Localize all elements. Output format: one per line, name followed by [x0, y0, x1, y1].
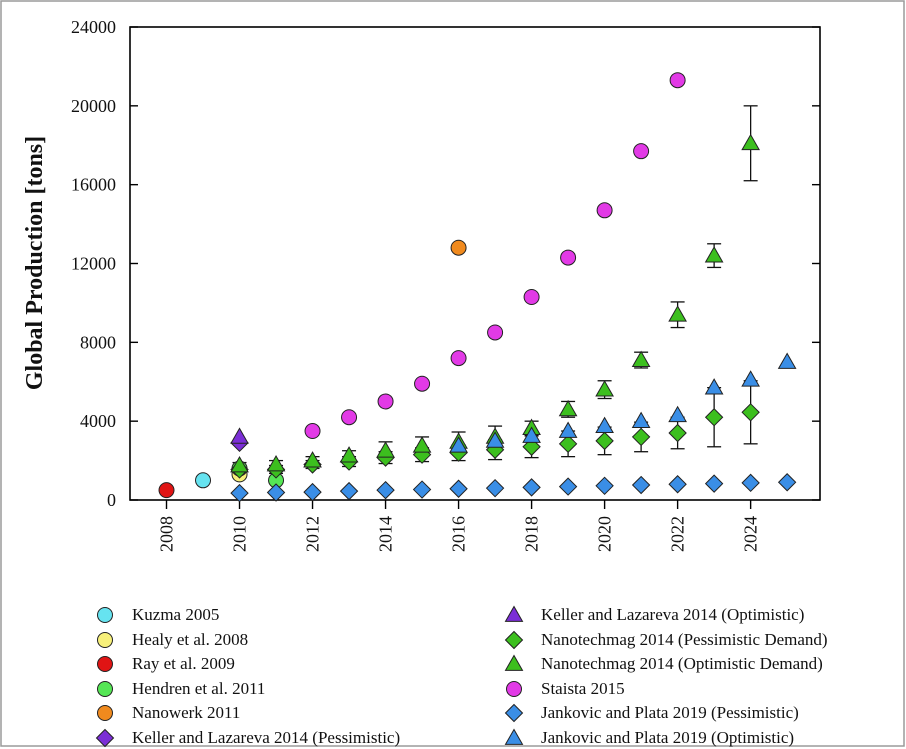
- x-tick-label: 2022: [668, 516, 688, 552]
- data-point: [158, 482, 175, 499]
- data-point: [704, 378, 724, 395]
- data-point: [741, 370, 760, 387]
- y-tick-label: 8000: [80, 332, 116, 352]
- data-point: [377, 393, 394, 410]
- data-point: [339, 481, 359, 501]
- data-point: [558, 434, 578, 454]
- data-point: [414, 375, 431, 392]
- y-tick-label: 20000: [71, 96, 116, 116]
- data-point: [704, 408, 724, 427]
- data-point: [633, 143, 650, 160]
- data-point: [230, 483, 249, 503]
- data-point: [412, 480, 432, 499]
- data-point: [412, 436, 432, 453]
- data-point: [741, 133, 760, 151]
- data-point: [523, 289, 540, 306]
- data-point: [487, 324, 504, 341]
- y-tick-label: 12000: [71, 254, 116, 274]
- data-point: [668, 405, 687, 423]
- x-tick-label: 2018: [522, 516, 542, 552]
- data-point: [303, 451, 322, 468]
- data-point: [450, 350, 467, 367]
- data-point: [595, 476, 614, 496]
- data-point: [266, 455, 286, 472]
- data-point: [595, 380, 614, 397]
- data-point: [522, 478, 541, 497]
- data-point: [449, 436, 468, 453]
- data-point: [741, 403, 760, 422]
- x-tick-label: 2008: [157, 516, 177, 552]
- data-point: [303, 482, 322, 502]
- data-point: [741, 473, 760, 493]
- data-point: [777, 352, 797, 369]
- data-point: [704, 474, 724, 493]
- y-tick-label: 0: [107, 490, 116, 510]
- y-tick-label: 16000: [71, 175, 116, 195]
- data-point: [668, 423, 687, 443]
- y-tick-label: 4000: [80, 411, 116, 431]
- data-point: [704, 246, 724, 263]
- data-point: [339, 446, 359, 463]
- data-point: [595, 431, 614, 451]
- x-tick-label: 2016: [449, 516, 469, 552]
- data-point: [560, 249, 577, 266]
- data-point: [631, 475, 651, 495]
- data-point: [449, 479, 468, 498]
- x-tick-label: 2024: [741, 516, 761, 552]
- x-tick-label: 2010: [230, 516, 250, 552]
- data-point: [304, 423, 321, 440]
- data-point: [485, 431, 505, 448]
- x-tick-label: 2012: [303, 516, 323, 552]
- data-point: [777, 473, 797, 492]
- x-tick-label: 2014: [376, 516, 396, 552]
- data-point: [631, 411, 651, 429]
- y-axis-label: Global Production [tons]: [22, 136, 48, 390]
- data-point: [596, 202, 613, 219]
- y-tick-label: 24000: [71, 17, 116, 37]
- data-point: [595, 416, 614, 433]
- data-point: [522, 426, 541, 443]
- data-point: [230, 427, 249, 444]
- data-point: [376, 441, 395, 458]
- data-point: [558, 399, 578, 417]
- data-point: [266, 483, 286, 502]
- data-point: [558, 421, 578, 438]
- data-point: [668, 305, 687, 322]
- data-point: [631, 350, 651, 367]
- data-point: [631, 427, 651, 447]
- data-point: [485, 478, 505, 498]
- data-point: [669, 72, 686, 89]
- data-point: [450, 239, 467, 256]
- data-point: [668, 475, 687, 494]
- x-tick-label: 2020: [595, 516, 615, 552]
- data-point: [558, 477, 578, 496]
- data-point: [195, 472, 212, 489]
- data-point: [376, 480, 395, 500]
- data-point: [230, 456, 249, 473]
- data-point: [341, 409, 358, 426]
- plot-area: 0 4000 8000 12000 16000 20000 24000 2008 2010 201…: [71, 17, 821, 552]
